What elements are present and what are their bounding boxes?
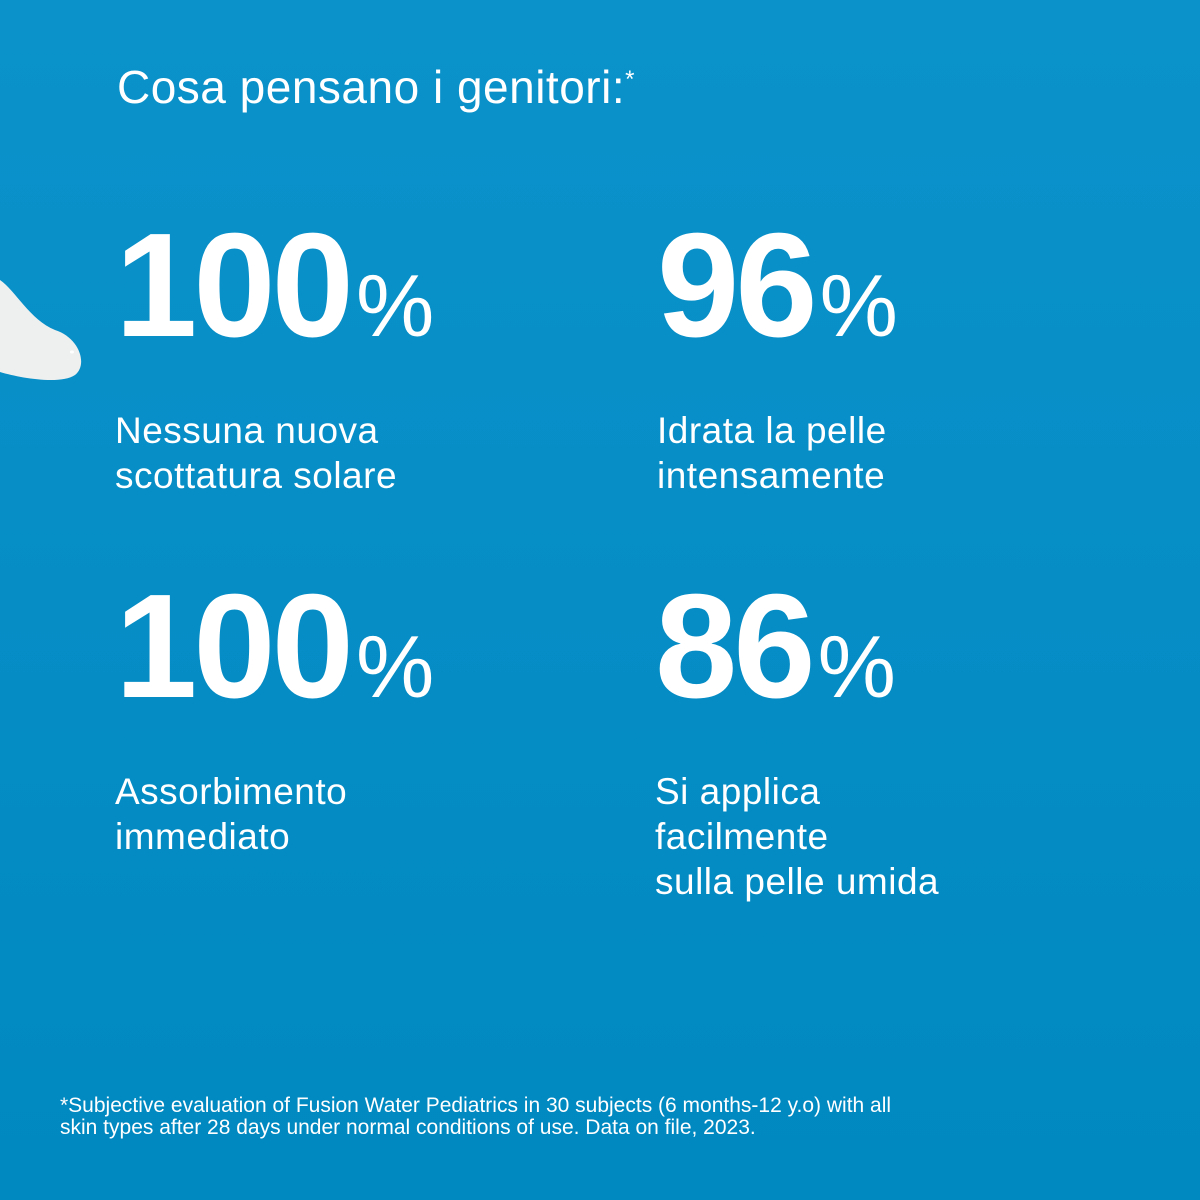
stat-no-sunburn: 100% Nessuna nuova scottatura solare (115, 203, 435, 497)
stat-absorption: 100% Assorbimento immediato (115, 564, 435, 858)
stat-value: 100 (115, 564, 354, 729)
stat-hydration: 96% Idrata la pelle intensamente (657, 203, 898, 497)
stat-value: 96 (657, 203, 818, 368)
stat-value: 86 (655, 564, 816, 729)
cream-swatch-image (0, 280, 82, 381)
stat-label: Nessuna nuova scottatura solare (115, 410, 398, 496)
footnote: *Subjective evaluation of Fusion Water P… (60, 1094, 892, 1139)
stat-value: 100 (115, 203, 354, 368)
stat-label: Si applica facilmente sulla pelle umida (655, 771, 940, 902)
page-title: Cosa pensano i genitori:* (117, 61, 635, 113)
stat-label: Idrata la pelle intensamente (657, 410, 887, 496)
stat-label: Assorbimento immediato (115, 771, 348, 857)
stat-wet-skin: 86% Si applica facilmente sulla pelle umid… (655, 564, 940, 903)
